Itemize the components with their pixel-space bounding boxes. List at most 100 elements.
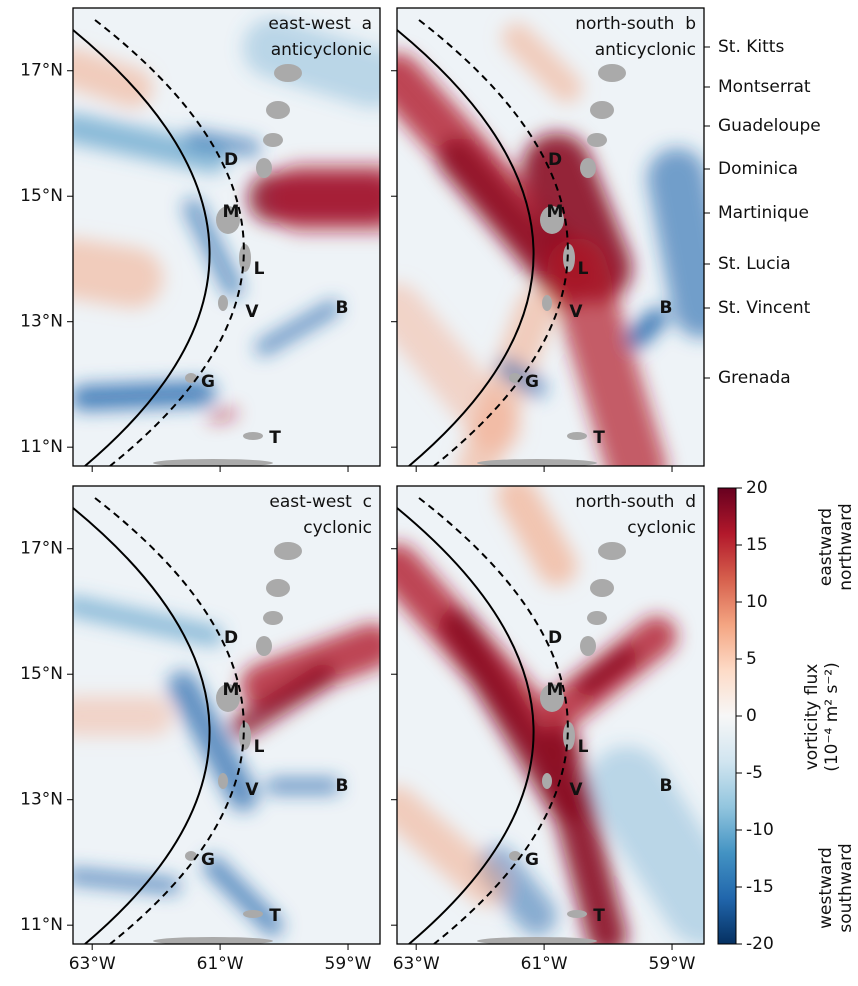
flux-band — [183, 198, 243, 298]
flux-band — [587, 746, 704, 944]
island — [587, 133, 607, 147]
colorbar-tick-label: -20 — [746, 934, 774, 954]
field — [73, 486, 380, 944]
dashed-arc — [94, 497, 245, 944]
island-letter: M — [223, 202, 240, 222]
flux-band — [73, 868, 181, 894]
x-tick-label: 63°W — [69, 954, 116, 974]
island-letter: V — [569, 780, 583, 800]
island-letter: B — [660, 298, 673, 318]
flux-band — [243, 18, 380, 108]
flux-band — [547, 238, 667, 466]
flux-band — [185, 130, 261, 156]
island-letter: D — [224, 628, 238, 648]
flux-band — [73, 238, 163, 308]
island-letter: B — [336, 298, 349, 318]
dashed-arc — [418, 19, 569, 466]
flux-band — [502, 23, 582, 103]
colorbar-label: (10⁻⁴ m² s⁻²) — [822, 662, 842, 772]
map-panel: east-west c cyclonic D M L V B G T 63°W 61°W 59°W 11… — [20, 485, 381, 974]
solid-arc — [397, 507, 535, 944]
field-blobs — [73, 596, 380, 936]
dashed-arc — [94, 19, 245, 466]
direction-label: westward — [816, 847, 836, 929]
island — [567, 432, 587, 440]
island-letter: M — [547, 202, 564, 222]
colorbar-tick-label: 15 — [746, 535, 768, 555]
island-letter: T — [269, 906, 281, 926]
island-letter: V — [245, 780, 259, 800]
island — [540, 206, 564, 234]
x-tick-label: 59°W — [325, 954, 372, 974]
island — [243, 432, 263, 440]
island — [266, 579, 290, 597]
island — [587, 611, 607, 625]
island — [567, 910, 587, 918]
flux-band — [477, 846, 557, 936]
y-tick-label: 13°N — [20, 312, 63, 332]
island-letter: L — [254, 737, 265, 757]
island — [563, 722, 575, 750]
flux-band — [203, 856, 283, 936]
island-letter: M — [547, 680, 564, 700]
x-tick-label: 61°W — [197, 954, 244, 974]
field-blobs — [73, 18, 380, 422]
island-letter: G — [525, 850, 539, 870]
map-panel: east-west a anticyclonic D M L V B G T 11°N 13°N 15… — [20, 7, 381, 472]
x-tick-label: 63°W — [393, 954, 440, 974]
frame — [396, 485, 705, 945]
island — [274, 542, 302, 560]
field-blobs — [397, 23, 704, 466]
colorbar-tick-label: 0 — [746, 706, 757, 726]
island-letter: D — [548, 628, 562, 648]
island-letter: G — [525, 372, 539, 392]
y-tick-label: 17°N — [20, 61, 63, 81]
island-name: Grenada — [718, 368, 791, 388]
flux-band — [73, 48, 153, 108]
y-tick-label: 11°N — [20, 437, 63, 457]
island — [540, 684, 564, 712]
island-letter: T — [593, 428, 605, 448]
island-letter: G — [201, 850, 215, 870]
colorbar-label: vorticity flux — [802, 664, 822, 771]
frame — [72, 485, 381, 945]
panel-subtitle: anticyclonic — [271, 40, 372, 60]
y-tick-label: 11°N — [20, 915, 63, 935]
island — [263, 611, 283, 625]
island-letter: T — [593, 906, 605, 926]
solid-arc — [73, 29, 211, 466]
island-name: St. Kitts — [718, 37, 784, 57]
island-letter: V — [569, 302, 583, 322]
dashed-arc — [418, 497, 569, 944]
field — [397, 486, 704, 944]
island — [218, 295, 228, 311]
panel-subtitle: cyclonic — [627, 518, 696, 538]
y-tick-label: 13°N — [20, 790, 63, 810]
island — [598, 542, 626, 560]
solid-arc — [73, 507, 211, 944]
flux-band — [577, 646, 637, 696]
y-tick-label: 15°N — [20, 186, 63, 206]
island-name: Montserrat — [718, 77, 811, 97]
frame — [396, 7, 705, 467]
panel-title: east-west c — [269, 492, 372, 512]
island-name: St. Lucia — [718, 254, 791, 274]
island-letter: L — [578, 737, 589, 757]
flux-band — [647, 148, 704, 338]
island-letter: B — [660, 776, 673, 796]
map-panel: north-south b anticyclonic D M L V B G T — [391, 7, 705, 472]
island — [580, 158, 596, 178]
island-name: Martinique — [718, 203, 809, 223]
panel-title: north-south d — [575, 492, 696, 512]
flux-band — [168, 671, 258, 811]
y-tick-label: 17°N — [20, 539, 63, 559]
colorbar-tick-label: -5 — [746, 763, 763, 783]
panel-subtitle: anticyclonic — [595, 40, 696, 60]
field-blobs — [397, 486, 704, 944]
island-letter: L — [254, 259, 265, 279]
island — [563, 244, 575, 272]
island — [590, 579, 614, 597]
island — [266, 101, 290, 119]
x-tick-label: 61°W — [521, 954, 568, 974]
